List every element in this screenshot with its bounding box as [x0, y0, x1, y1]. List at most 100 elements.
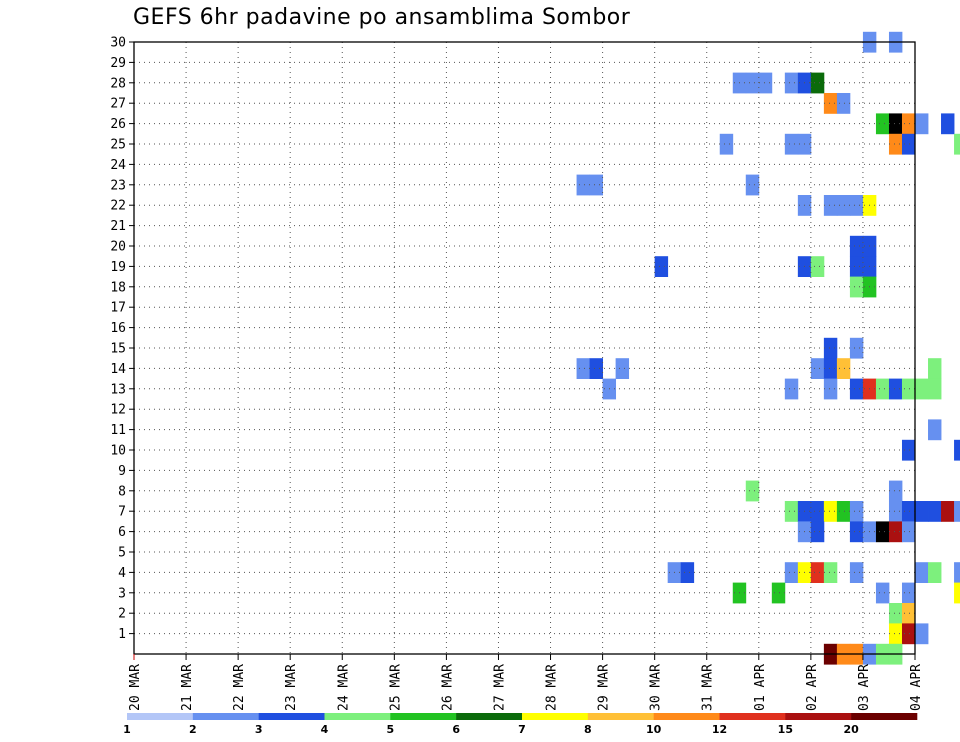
y-tick-label: 27 [110, 97, 126, 112]
heatmap-cell-7 [758, 72, 773, 94]
y-tick-label: 3 [118, 586, 126, 601]
heatmap-cell-70 [928, 419, 942, 441]
heatmap-cell-44 [654, 256, 669, 277]
y-tick-label: 17 [110, 301, 126, 316]
x-tick-label: 23 MAR [284, 664, 299, 711]
y-tick-label: 23 [110, 178, 126, 193]
heatmap-cell-12 [836, 93, 851, 114]
colorbar-swatch [587, 713, 654, 720]
heatmap-cell-14 [888, 113, 903, 135]
y-tick-label: 18 [110, 280, 126, 295]
colorbar-swatch [719, 713, 786, 720]
y-tick-label: 6 [118, 525, 126, 540]
heatmap-cell-61 [784, 378, 799, 400]
heatmap-cell-116 [875, 582, 890, 604]
heatmap-cell-29 [745, 174, 760, 196]
heatmap-cell-23 [888, 133, 903, 155]
heatmap-cell-66 [888, 378, 903, 400]
y-tick-label: 20 [110, 240, 126, 255]
x-axis: 20 MAR 21 MAR 22 MAR 23 MAR 24 MAR 25 MAR 26 M… [128, 654, 924, 711]
colorbar-label: 10 [646, 723, 662, 736]
heatmap-cell-106 [784, 562, 799, 583]
heatmap-cell-91 [928, 501, 942, 522]
heatmap-cell-27 [576, 174, 590, 196]
x-tick-label: 01 APR [753, 664, 768, 711]
colorbar-label: 2 [189, 723, 197, 736]
heatmap-cell-33 [836, 195, 851, 216]
y-tick-label: 24 [110, 158, 126, 173]
y-tick-label: 14 [110, 362, 126, 377]
heatmap-cell-13 [875, 113, 890, 135]
heatmap-cell-109 [823, 562, 838, 583]
heatmap-cell-38 [849, 235, 864, 257]
heatmap-cell-28 [589, 174, 603, 196]
heatmap-cell-88 [888, 501, 903, 522]
colorbar-label: 4 [321, 723, 329, 736]
y-tick-label: 13 [110, 382, 126, 397]
colorbar-swatch [127, 713, 194, 720]
heatmap-cell-16 [915, 113, 929, 135]
heatmap-cell-48 [849, 276, 864, 298]
heatmap-cell-120 [888, 603, 903, 624]
colorbar-swatch [851, 713, 918, 720]
y-tick-label: 19 [110, 260, 126, 275]
heatmap-cell-46 [810, 256, 825, 277]
heatmap-cell-96 [849, 521, 864, 543]
x-tick-label: 31 MAR [701, 664, 716, 711]
heatmap-cell-92 [941, 501, 955, 522]
heatmap-cell-42 [849, 256, 864, 277]
heatmap-cell-82 [784, 501, 799, 522]
heatmap-cell-72 [954, 439, 960, 461]
heatmap-cell-55 [615, 358, 630, 379]
heatmap-cell-67 [901, 378, 916, 400]
colorbar-swatch [653, 713, 720, 720]
y-tick-label: 7 [118, 505, 126, 520]
heatmap-cell-52 [849, 337, 864, 359]
heatmap-cell-56 [810, 358, 825, 379]
colorbar-label: 20 [844, 723, 860, 736]
heatmap-cell-69 [928, 378, 942, 400]
heatmap-cell-62 [823, 378, 838, 400]
y-tick-label: 30 [110, 36, 126, 51]
colorbar-swatch [258, 713, 325, 720]
y-tick-label: 2 [118, 607, 126, 622]
heatmap-cell-15 [901, 113, 916, 135]
heatmap-cell-112 [928, 562, 942, 583]
heatmap-cell-71 [901, 439, 916, 461]
heatmap-cell-65 [875, 378, 890, 400]
heatmap-cell-117 [901, 582, 916, 604]
heatmap-cell-53 [576, 358, 590, 379]
colorbar-label: 7 [518, 723, 526, 736]
colorbar-swatch [456, 713, 523, 720]
chart-title: GEFS 6hr padavine po ansamblima Sombor [133, 5, 631, 30]
y-tick-label: 21 [110, 219, 126, 234]
heatmap-cell-90 [915, 501, 929, 522]
x-tick-label: 28 MAR [545, 664, 560, 711]
heatmap-cell-24 [901, 133, 916, 155]
heatmap-cell-87 [849, 501, 864, 522]
y-tick-label: 29 [110, 56, 126, 71]
y-tick-label: 10 [110, 444, 126, 459]
heatmap-cell-20 [719, 133, 734, 155]
y-tick-label: 8 [118, 484, 126, 499]
colorbar-swatch [192, 713, 259, 720]
y-tick-label: 4 [118, 566, 126, 581]
heatmap-cell-54 [589, 358, 603, 379]
colorbar-swatch [522, 713, 589, 720]
colorbar-swatch [390, 713, 457, 720]
y-tick-label: 26 [110, 117, 126, 132]
heatmap-cell-108 [810, 562, 825, 583]
y-tick-label: 15 [110, 342, 126, 357]
heatmap-cell-100 [901, 521, 916, 543]
heatmap-cell-113 [954, 562, 960, 583]
x-tick-label: 27 MAR [492, 664, 507, 711]
heatmap-cell-78 [888, 480, 903, 502]
heatmap-cell-11 [823, 93, 838, 114]
x-tick-label: 04 APR [909, 664, 924, 711]
heatmap-cell-86 [836, 501, 851, 522]
y-tick-label: 28 [110, 76, 126, 91]
heatmap-cell-85 [823, 501, 838, 522]
heatmap-cell-98 [875, 521, 890, 543]
colorbar-label: 1 [123, 723, 131, 736]
x-tick-label: 22 MAR [232, 664, 247, 711]
